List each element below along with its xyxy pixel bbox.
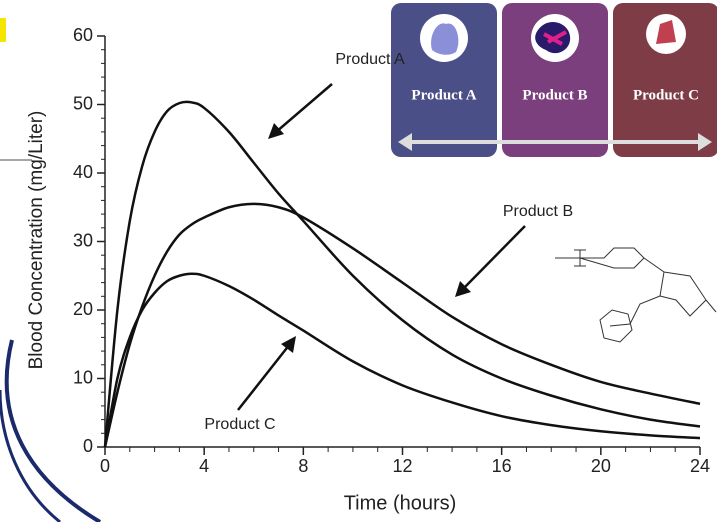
molecule — [555, 248, 716, 342]
annotation: Product A — [335, 51, 405, 68]
x-tick-label: 24 — [690, 456, 710, 476]
y-tick-label: 0 — [83, 436, 93, 456]
y-axis-label: Blood Concentration (mg/Liter) — [26, 111, 47, 370]
y-tick-label: 10 — [73, 367, 93, 387]
chart: 0 10 20 30 40 50 60 0 4 8 12 16 20 24 Product A Produ… — [0, 0, 717, 522]
annotation: Product B — [503, 203, 573, 220]
y-tick-label: 50 — [73, 93, 93, 113]
annotation: Product C — [204, 416, 275, 433]
panel-label: Product B — [522, 87, 587, 103]
x-tick-label: 0 — [100, 456, 110, 476]
y-tick-label: 60 — [73, 25, 93, 45]
y-tick-label: 30 — [73, 230, 93, 250]
x-tick-label: 16 — [492, 456, 512, 476]
x-tick-label: 4 — [199, 456, 209, 476]
y-tick-label: 40 — [73, 162, 93, 182]
series-line — [105, 274, 700, 447]
panel-label: Product A — [411, 87, 476, 103]
x-tick-label: 12 — [392, 456, 412, 476]
panel-label: Product C — [633, 87, 699, 103]
product-panel: Product A Product B Product C — [391, 3, 717, 157]
decoration — [0, 18, 6, 42]
y-tick-label: 20 — [73, 299, 93, 319]
annotation-arrowheads — [268, 123, 471, 353]
x-tick-label: 8 — [298, 456, 308, 476]
x-tick-label: 20 — [591, 456, 611, 476]
x-axis-label: Time (hours) — [344, 492, 457, 514]
